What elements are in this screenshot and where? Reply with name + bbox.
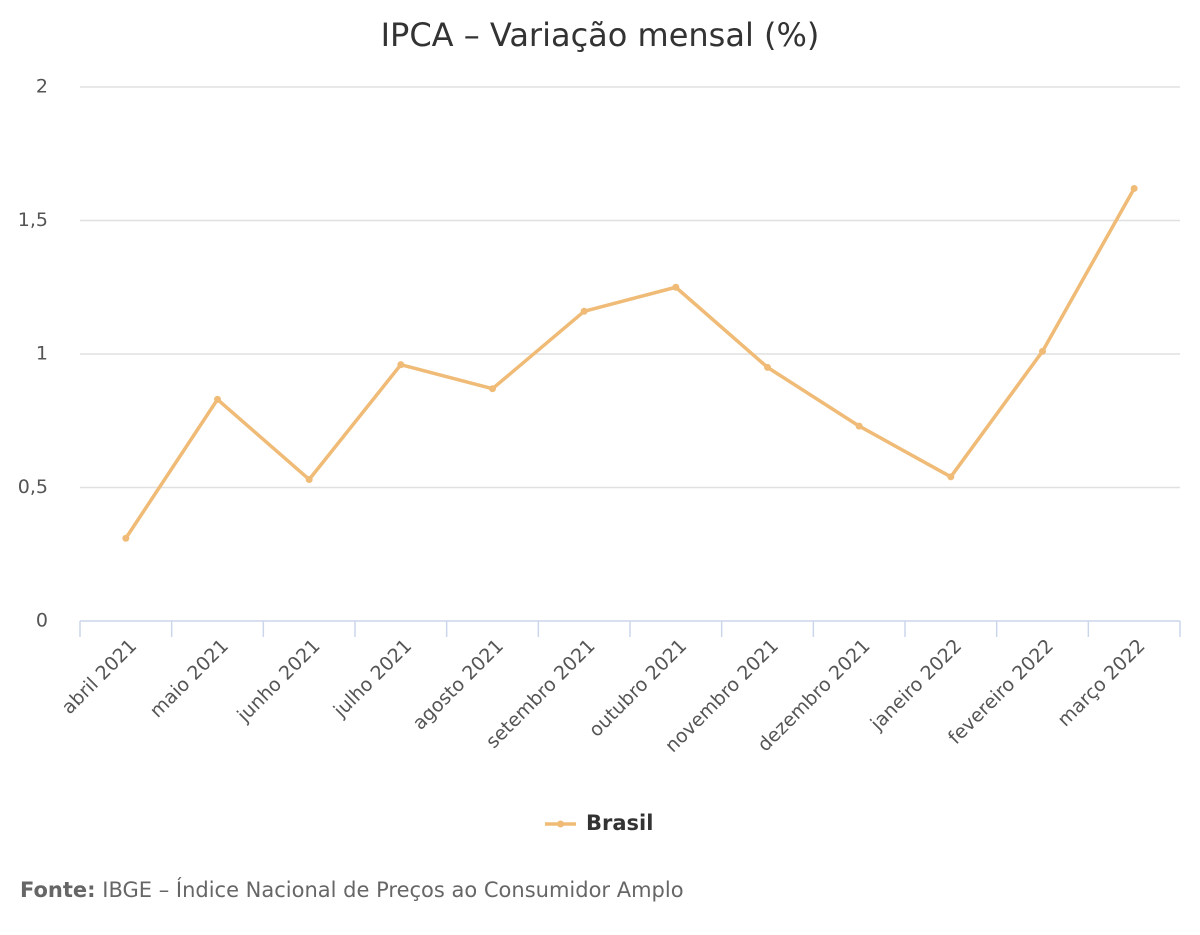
legend-label: Brasil	[586, 811, 653, 835]
y-tick-label: 1	[36, 343, 48, 365]
series-line	[124, 187, 1136, 540]
y-tick-label: 0	[36, 610, 48, 632]
data-point	[122, 534, 130, 542]
source-label: Fonte:	[20, 878, 96, 902]
y-tick-label: 0,5	[18, 476, 48, 498]
source: Fonte: IBGE – Índice Nacional de Preços …	[20, 877, 684, 902]
x-tick-label: maio 2021	[146, 635, 233, 722]
data-point	[305, 475, 313, 483]
y-tick-label: 1,5	[18, 209, 48, 231]
x-tick-label: julho 2021	[329, 635, 416, 722]
x-tick-label: abril 2021	[57, 635, 141, 719]
source-text: IBGE – Índice Nacional de Preços ao Cons…	[102, 877, 683, 902]
x-tick-label: março 2022	[1053, 635, 1149, 731]
x-tick-label: outubro 2021	[585, 635, 692, 742]
data-point	[1039, 347, 1046, 355]
data-point	[397, 361, 405, 369]
x-tick-label: agosto 2021	[408, 635, 507, 734]
data-point	[1130, 184, 1138, 192]
data-point	[580, 307, 588, 315]
data-point	[489, 385, 496, 393]
x-tick-label: junho 2021	[232, 635, 324, 727]
y-tick-label: 2	[36, 76, 48, 98]
data-point	[855, 422, 863, 430]
legend-marker	[557, 820, 564, 828]
data-point	[947, 473, 955, 481]
x-tick-label: janeiro 2022	[866, 635, 967, 736]
data-point	[764, 363, 771, 371]
chart-title: IPCA – Variação mensal (%)	[381, 16, 820, 54]
data-point	[214, 395, 221, 403]
data-point	[672, 283, 680, 291]
